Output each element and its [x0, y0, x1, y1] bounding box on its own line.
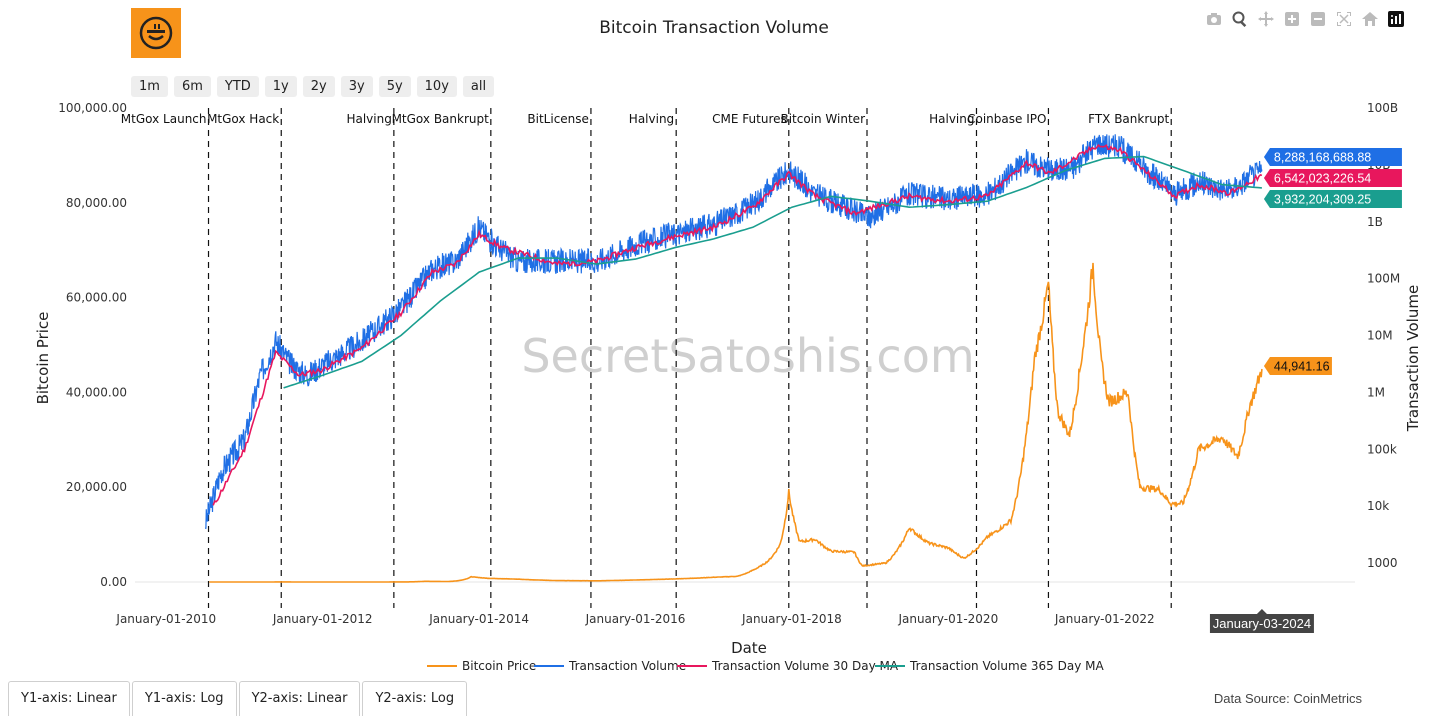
event-label: Bitcoin Winter: [780, 112, 865, 126]
series-volume-30d-ma: [212, 143, 1263, 506]
chart-title: Bitcoin Transaction Volume: [599, 18, 829, 38]
event-label: Halving: [346, 112, 391, 126]
y-tick-label: 40,000.00: [66, 385, 127, 399]
end-label-bg: [1263, 148, 1402, 166]
event-label: BitLicense: [527, 112, 589, 126]
end-label-bg: [1263, 169, 1402, 187]
y2-tick-label: 100M: [1367, 272, 1400, 286]
range-selector: 1m 6m YTD 1y 2y 3y 5y 10y all: [131, 76, 495, 97]
series-volume-365d-ma: [283, 155, 1262, 389]
volume-end-label: 8,288,168,688.88: [1263, 148, 1402, 166]
event-label: MtGox Bankrupt: [392, 112, 490, 126]
event-label: MtGox Launch: [121, 112, 207, 126]
price-end-label: 44,941.16: [1263, 356, 1332, 375]
secretsatoshis-logo: [131, 8, 181, 58]
end-label-bg: [1263, 190, 1402, 208]
axis-button-1[interactable]: Y1-axis: Log: [131, 681, 237, 716]
ma30-end-label: 6,542,023,226.54: [1263, 169, 1402, 187]
event-label: MtGox Hack: [207, 112, 279, 126]
zoom-in-icon[interactable]: [1283, 10, 1301, 28]
plotly-logo-icon[interactable]: [1387, 10, 1405, 28]
y2-tick-label: 100B: [1367, 101, 1398, 115]
x-tick-label: January-01-2018: [741, 612, 842, 626]
event-label: Coinbase IPO: [967, 112, 1046, 126]
axis-button-2[interactable]: Y2-axis: Linear: [238, 681, 361, 716]
range-button-1y[interactable]: 1y: [264, 76, 297, 97]
range-button-ytd[interactable]: YTD: [216, 76, 259, 97]
y2-axis-title: Transaction Volume: [1404, 285, 1422, 432]
watermark: SecretSatoshis.com: [521, 329, 974, 383]
range-button-1m[interactable]: 1m: [131, 76, 168, 97]
axis-button-0[interactable]: Y1-axis: Linear: [8, 681, 130, 716]
y2-tick-label: 10k: [1367, 499, 1389, 513]
x-tick-label: January-01-2016: [585, 612, 686, 626]
zoom-out-icon[interactable]: [1309, 10, 1327, 28]
modebar: [1205, 10, 1405, 28]
end-label-text: 44,941.16: [1274, 359, 1330, 373]
hover-date-label: January-03-2024: [1213, 616, 1311, 631]
y-tick-label: 60,000.00: [66, 291, 127, 305]
hover-date-bg: [1209, 609, 1314, 633]
legend-item[interactable]: Transaction Volume: [534, 659, 686, 673]
legend-label: Transaction Volume 30 Day MA: [711, 659, 899, 673]
event-label: CME Futures: [712, 112, 787, 126]
range-button-6m[interactable]: 6m: [173, 76, 211, 97]
data-source: Data Source: CoinMetrics: [1213, 691, 1362, 706]
legend-item[interactable]: Transaction Volume 365 Day MA: [875, 659, 1104, 673]
end-label-text: 6,542,023,226.54: [1274, 172, 1371, 186]
y2-tick-label: 1B: [1367, 215, 1383, 229]
zoom-icon[interactable]: [1231, 10, 1249, 28]
x-tick-label: January-01-2022: [1054, 612, 1155, 626]
axis-scale-buttons: Y1-axis: Linear Y1-axis: Log Y2-axis: Line…: [8, 681, 468, 716]
x-tick-label: January-01-2010: [115, 612, 216, 626]
end-label-bg: [1263, 356, 1332, 375]
range-button-5y[interactable]: 5y: [378, 76, 411, 97]
event-label: Halving: [929, 112, 974, 126]
y2-tick-label: 100k: [1367, 442, 1397, 456]
range-button-all[interactable]: all: [462, 76, 495, 97]
legend-item[interactable]: Bitcoin Price: [427, 659, 536, 673]
y2-tick-label: 10M: [1367, 329, 1393, 343]
range-button-2y[interactable]: 2y: [302, 76, 335, 97]
x-tick-label: January-01-2014: [428, 612, 529, 626]
home-icon[interactable]: [1361, 10, 1379, 28]
legend-label: Transaction Volume 365 Day MA: [909, 659, 1104, 673]
camera-icon[interactable]: [1205, 10, 1223, 28]
autoscale-icon[interactable]: [1335, 10, 1353, 28]
ma365-end-label: 3,932,204,309.25: [1263, 190, 1402, 208]
x-tick-label: January-01-2012: [272, 612, 373, 626]
y2-tick-label: 1M: [1367, 385, 1385, 399]
end-label-text: 3,932,204,309.25: [1274, 193, 1371, 207]
x-tick-label: January-01-2020: [897, 612, 998, 626]
event-label: Halving: [629, 112, 674, 126]
y-tick-label: 100,000.00: [58, 101, 127, 115]
range-button-10y[interactable]: 10y: [416, 76, 457, 97]
y-tick-label: 20,000.00: [66, 480, 127, 494]
y2-tick-label: 1000: [1367, 556, 1398, 570]
y-axis-title: Bitcoin Price: [34, 312, 52, 405]
axis-button-3[interactable]: Y2-axis: Log: [362, 681, 468, 716]
series-bitcoin-price: [209, 262, 1263, 583]
x-axis-title: Date: [731, 639, 767, 657]
y-tick-label: 0.00: [100, 575, 127, 589]
end-label-text: 8,288,168,688.88: [1274, 151, 1371, 165]
range-button-3y[interactable]: 3y: [340, 76, 373, 97]
legend-label: Transaction Volume: [568, 659, 686, 673]
pan-icon[interactable]: [1257, 10, 1275, 28]
legend-item[interactable]: Transaction Volume 30 Day MA: [677, 659, 899, 673]
event-label: FTX Bankrupt: [1088, 112, 1169, 126]
y-tick-label: 80,000.00: [66, 196, 127, 210]
legend-label: Bitcoin Price: [462, 659, 536, 673]
